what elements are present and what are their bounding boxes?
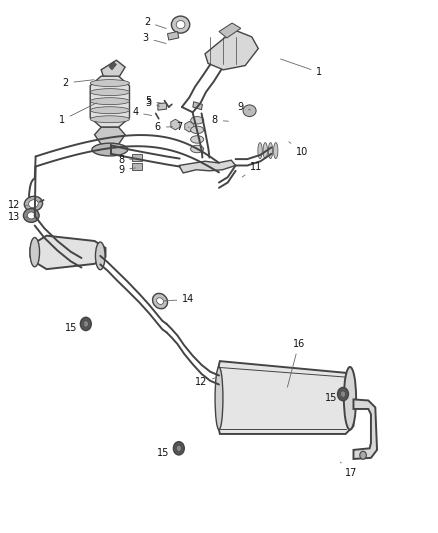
Text: 2: 2 [144,17,166,28]
Ellipse shape [90,116,130,123]
Ellipse shape [81,317,91,330]
Polygon shape [218,379,228,387]
Text: 15: 15 [325,393,342,403]
Ellipse shape [24,196,42,211]
Polygon shape [218,361,353,434]
Polygon shape [353,399,377,459]
Polygon shape [167,31,179,40]
Ellipse shape [191,136,204,143]
Ellipse shape [268,143,273,159]
Ellipse shape [173,442,184,455]
Ellipse shape [95,242,105,270]
Text: 3: 3 [143,33,166,44]
Bar [132,163,142,170]
Text: 16: 16 [287,338,305,387]
Polygon shape [219,23,241,38]
Text: 7: 7 [177,122,189,132]
Ellipse shape [157,298,163,304]
Text: 2: 2 [62,78,94,88]
Polygon shape [158,103,166,110]
Polygon shape [179,160,236,173]
Ellipse shape [90,107,130,114]
Text: 8: 8 [212,115,229,125]
Ellipse shape [28,200,38,208]
Text: 12: 12 [7,200,28,211]
Ellipse shape [176,21,185,29]
Text: 11: 11 [242,161,262,177]
Ellipse shape [215,367,223,430]
Ellipse shape [27,212,35,219]
Text: 5: 5 [145,95,162,106]
Text: 14: 14 [164,294,194,304]
Ellipse shape [92,143,128,156]
Ellipse shape [243,105,256,117]
Text: 9: 9 [118,165,135,175]
Polygon shape [30,236,106,269]
Ellipse shape [83,321,88,327]
Ellipse shape [171,16,190,33]
Bar [132,154,142,161]
Text: 17: 17 [340,462,357,478]
Ellipse shape [191,117,204,124]
Text: 3: 3 [145,98,159,108]
Ellipse shape [90,88,130,95]
Polygon shape [90,76,130,127]
Text: 6: 6 [155,122,173,132]
Ellipse shape [176,445,181,451]
Ellipse shape [90,98,130,104]
Ellipse shape [360,451,366,459]
Text: 10: 10 [289,142,308,157]
Ellipse shape [338,387,349,401]
Text: 8: 8 [118,155,135,165]
Text: 1: 1 [281,59,322,77]
Ellipse shape [274,143,278,159]
Ellipse shape [263,143,268,159]
Ellipse shape [152,293,168,309]
Polygon shape [109,62,117,70]
Ellipse shape [191,146,204,153]
Ellipse shape [23,208,39,222]
Ellipse shape [90,79,130,86]
Ellipse shape [30,238,39,266]
Polygon shape [218,372,228,380]
Text: 12: 12 [194,377,215,387]
Ellipse shape [191,126,204,134]
Polygon shape [193,102,202,110]
Text: 9: 9 [237,102,251,112]
Text: 13: 13 [8,212,28,222]
Ellipse shape [344,367,356,430]
Ellipse shape [258,143,262,159]
Text: 15: 15 [157,448,175,457]
Polygon shape [101,60,125,78]
Polygon shape [185,122,194,132]
Text: 1: 1 [59,103,96,125]
Polygon shape [171,119,180,130]
Polygon shape [95,127,125,144]
Polygon shape [205,30,258,70]
Ellipse shape [340,391,346,397]
Text: 15: 15 [65,322,85,333]
Text: 4: 4 [132,107,152,117]
